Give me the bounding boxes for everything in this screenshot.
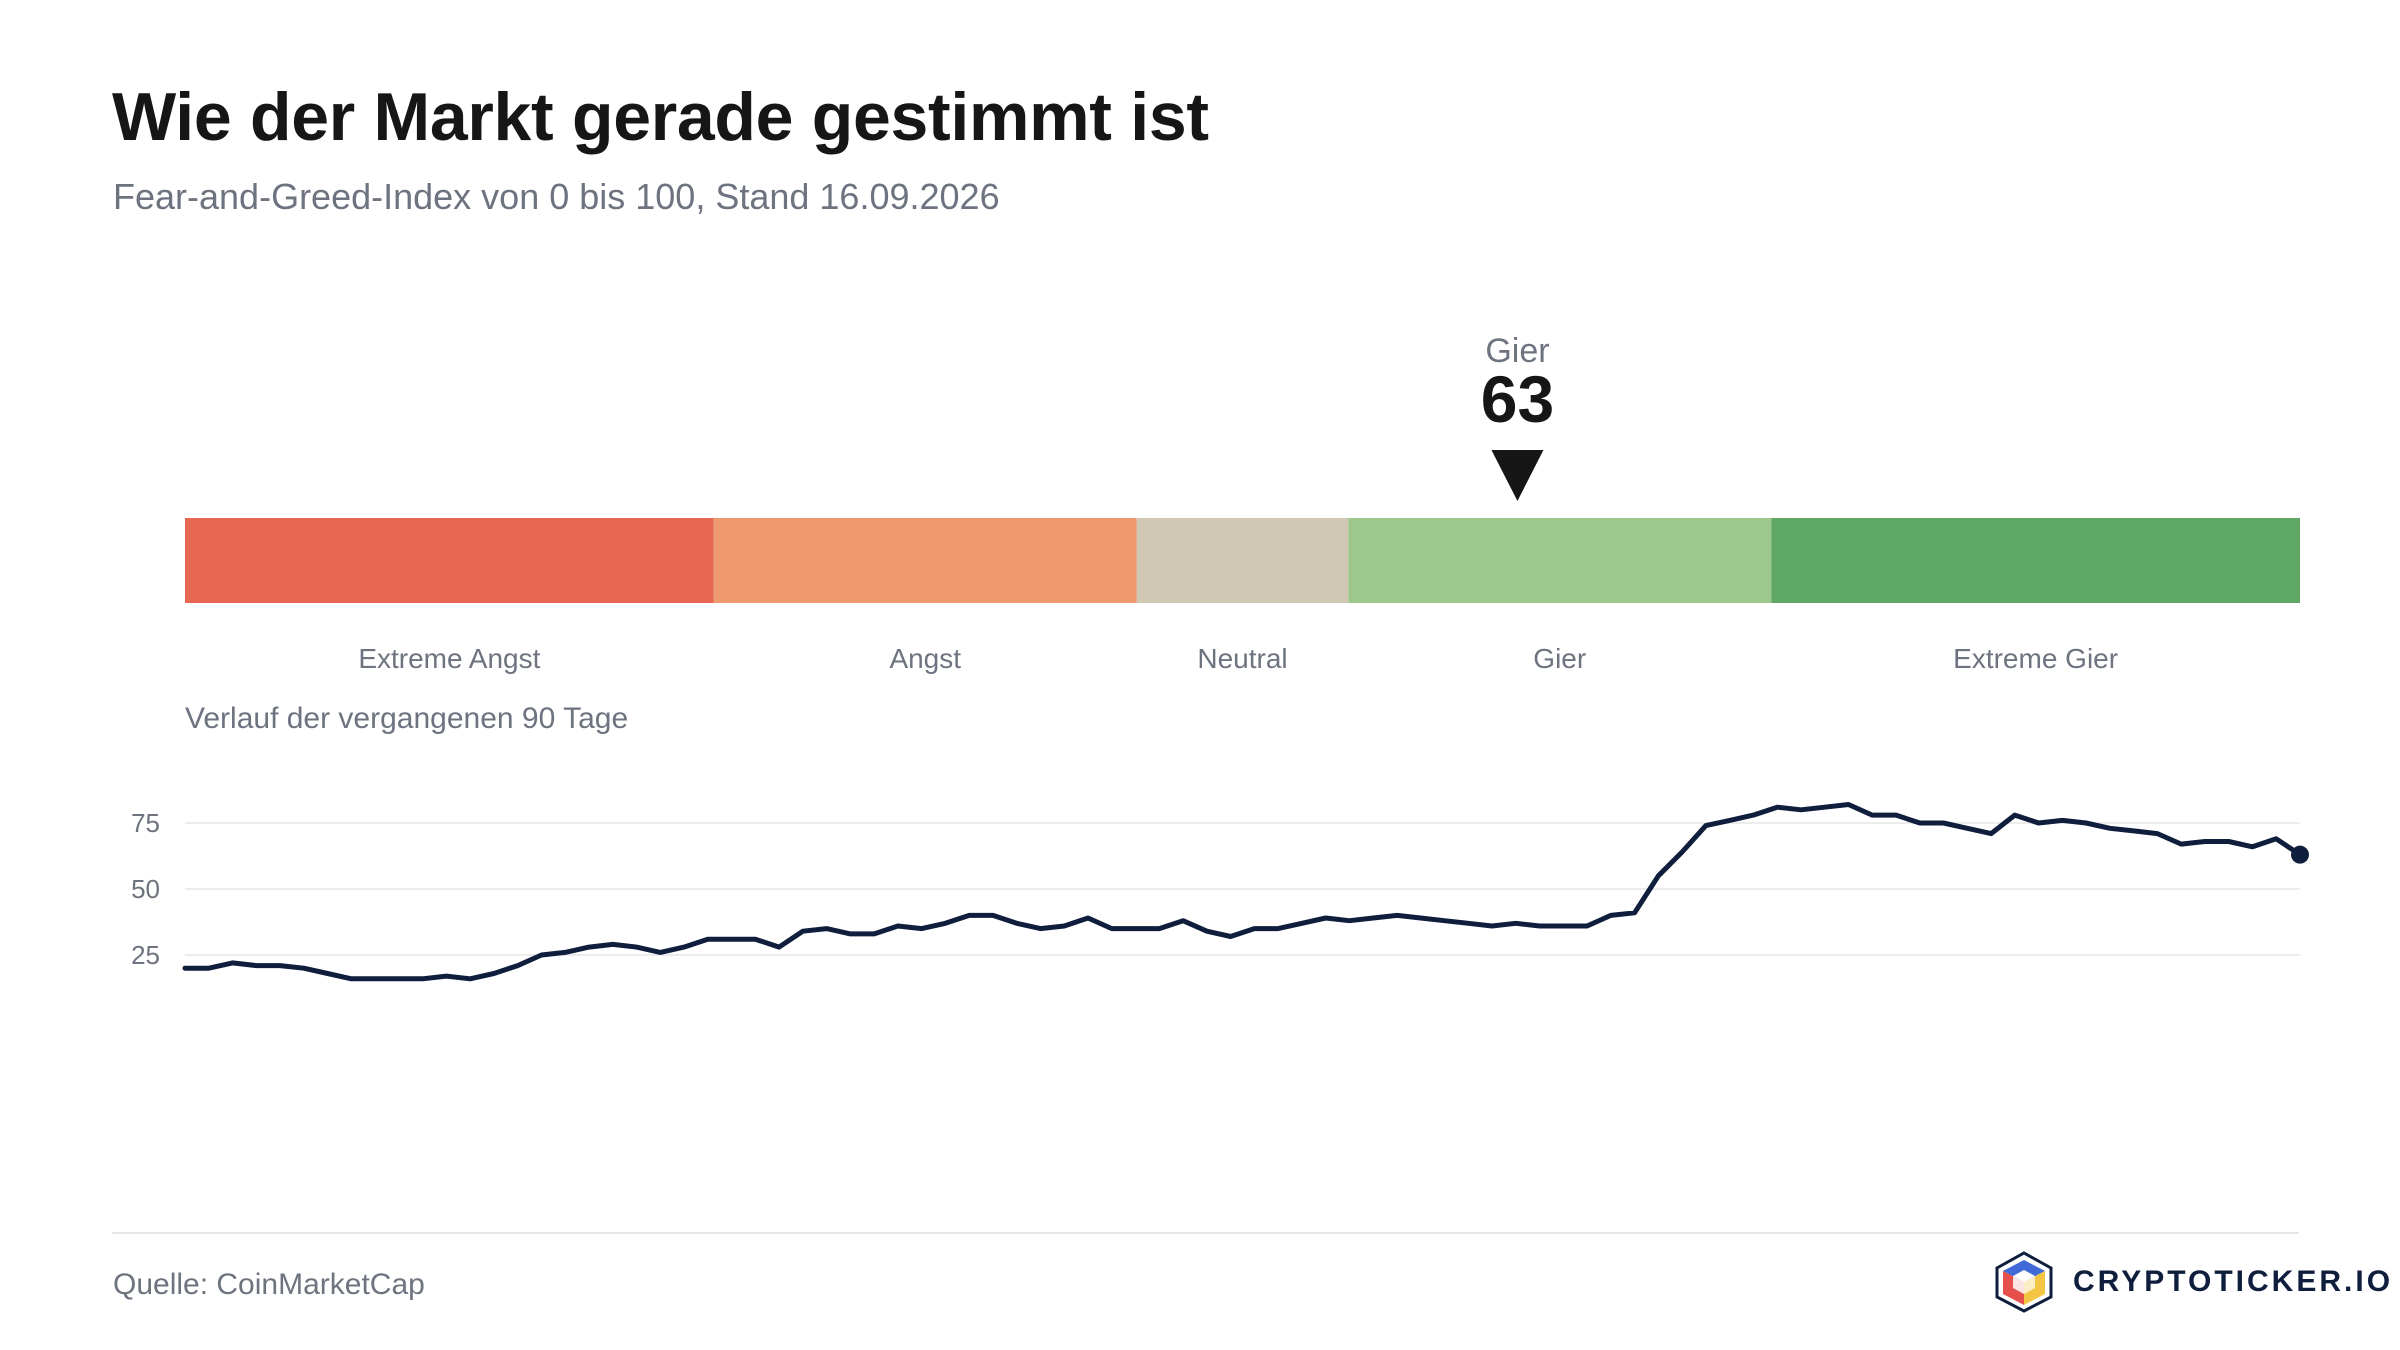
gauge-zone xyxy=(1348,518,1772,603)
y-tick-label: 75 xyxy=(131,808,160,838)
gauge-zone-label: Extreme Gier xyxy=(1953,643,2118,674)
y-tick-label: 25 xyxy=(131,940,160,970)
gauge-zone xyxy=(1136,518,1349,603)
brand-text: CRYPTOTICKER.IO xyxy=(2073,1265,2394,1298)
gauge-zone xyxy=(185,518,714,603)
gauge-zone-label: Gier xyxy=(1533,643,1586,674)
cube-logo-icon xyxy=(1995,1251,2053,1313)
gauge: Extreme Angst Angst Neutral Gier Extreme Gie… xyxy=(185,332,2300,674)
history-line-group xyxy=(182,802,2309,982)
gauge-zone xyxy=(1771,518,2300,603)
current-value-number: 63 xyxy=(1481,362,1554,436)
page-title: Wie der Markt gerade gestimmt ist xyxy=(112,79,1209,155)
gauge-zone-label: Neutral xyxy=(1197,643,1287,674)
page-subtitle: Fear-and-Greed-Index von 0 bis 100, Stan… xyxy=(113,176,1000,217)
history-last-point xyxy=(2291,845,2309,864)
footer-divider xyxy=(112,1232,2299,1234)
source-text: Quelle: CoinMarketCap xyxy=(113,1268,425,1301)
gauge-zone-label: Extreme Angst xyxy=(358,643,540,674)
history-title: Verlauf der vergangenen 90 Tage xyxy=(185,702,628,735)
history-line xyxy=(182,802,2303,982)
current-value-marker-icon xyxy=(1491,450,1544,501)
y-tick-label: 50 xyxy=(131,874,160,904)
current-value-label: Gier xyxy=(1485,332,1549,370)
brand-logo[interactable]: CRYPTOTICKER.IO xyxy=(1993,1250,2393,1314)
gauge-zone-label: Angst xyxy=(889,643,961,674)
gauge-zone xyxy=(713,518,1137,603)
